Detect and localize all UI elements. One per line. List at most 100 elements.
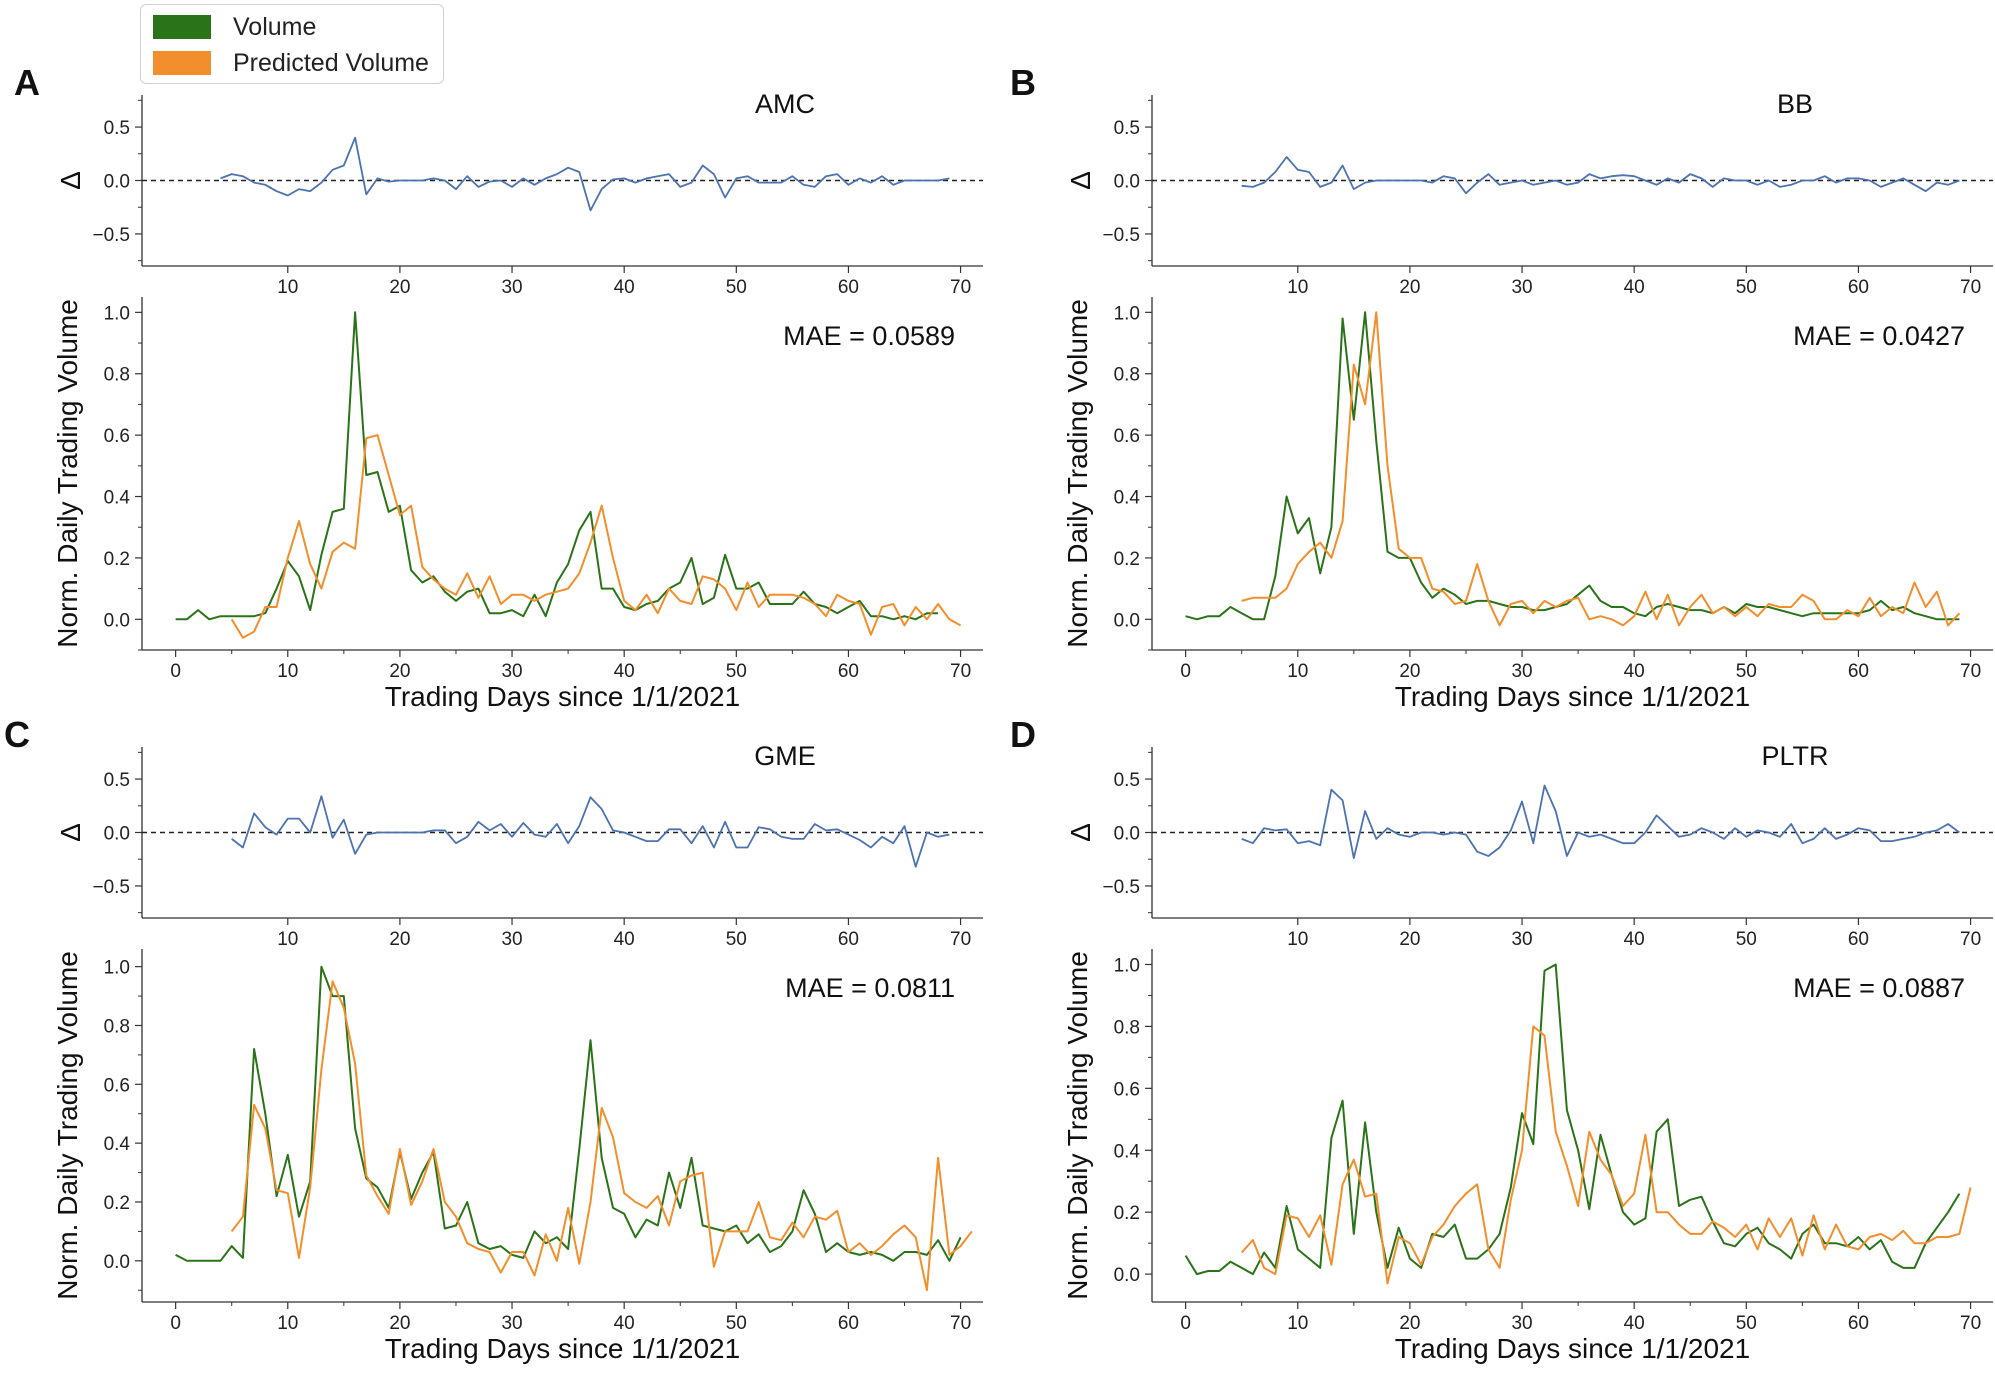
legend-entry-volume: Volume <box>153 12 316 42</box>
delta-x-tick-label: 30 <box>501 929 522 950</box>
panel-amc: A AMC −0.5 0.0 0.5 10 20 30 40 50 60 70 Δ 0.0 0.2 0.4 0.… <box>14 62 983 712</box>
main-x-tick-label: 0 <box>1180 661 1191 682</box>
delta-x-tick-label: 40 <box>1624 929 1645 950</box>
main-x-tick-label: 60 <box>1848 661 1869 682</box>
delta-y-tick-label: −0.5 <box>1102 225 1140 246</box>
x-axis-label: Trading Days since 1/1/2021 <box>1395 681 1750 712</box>
panel-pltr: D PLTR −0.5 0.0 0.5 10 20 30 40 50 60 70 Δ 0.0 0.2 0.4 0… <box>1010 714 1993 1364</box>
delta-y-label: Δ <box>55 823 86 842</box>
delta-x-tick-label: 70 <box>1960 277 1981 298</box>
main-y-tick-label: 0.0 <box>104 1252 130 1273</box>
legend-entry-predicted: Predicted Volume <box>153 48 429 78</box>
main-y-tick-label: 0.8 <box>104 1016 130 1037</box>
delta-y-tick-label: 0.0 <box>1114 172 1140 193</box>
main-y-tick-label: 0.4 <box>104 1134 131 1155</box>
delta-y-tick-label: −0.5 <box>92 225 130 246</box>
delta-x-tick-label: 30 <box>501 277 522 298</box>
main-x-tick-label: 40 <box>614 1313 635 1334</box>
panel-gme: C GME −0.5 0.0 0.5 10 20 30 40 50 60 70 Δ 0.0 0.2 0.4 0.… <box>4 714 983 1364</box>
delta-x-tick-label: 10 <box>1287 929 1308 950</box>
main-y-tick-label: 0.2 <box>1114 549 1140 570</box>
main-x-tick-label: 20 <box>389 661 410 682</box>
main-x-tick-label: 70 <box>950 661 971 682</box>
delta-y-tick-label: −0.5 <box>1102 877 1140 898</box>
main-x-tick-label: 10 <box>277 661 298 682</box>
predicted-series-line <box>230 980 973 1292</box>
x-axis-label: Trading Days since 1/1/2021 <box>385 681 740 712</box>
main-x-tick-label: 50 <box>726 1313 747 1334</box>
main-y-tick-label: 0.0 <box>1114 1265 1140 1286</box>
delta-y-tick-label: 0.5 <box>1114 770 1140 791</box>
main-x-tick-label: 60 <box>838 1313 859 1334</box>
mae-annotation: MAE = 0.0811 <box>785 973 955 1003</box>
main-x-tick-label: 40 <box>1624 1313 1645 1334</box>
delta-x-tick-label: 60 <box>838 277 859 298</box>
delta-x-tick-label: 20 <box>389 929 410 950</box>
delta-x-tick-label: 50 <box>726 929 747 950</box>
delta-y-tick-label: 0.0 <box>104 172 130 193</box>
delta-x-tick-label: 20 <box>1399 929 1420 950</box>
main-y-tick-label: 1.0 <box>104 303 130 324</box>
main-y-tick-label: 1.0 <box>1114 303 1140 324</box>
main-y-tick-label: 0.8 <box>1114 365 1140 386</box>
volume-series-line <box>1184 963 1961 1276</box>
panel-letter: C <box>4 714 30 755</box>
delta-y-tick-label: −0.5 <box>92 877 130 898</box>
delta-series-line <box>1241 784 1960 860</box>
delta-x-tick-label: 70 <box>1960 929 1981 950</box>
volume-series-line <box>1185 311 1960 621</box>
delta-x-tick-label: 60 <box>1848 277 1869 298</box>
y-axis-label: Norm. Daily Trading Volume <box>52 951 83 1300</box>
delta-x-tick-label: 40 <box>614 277 635 298</box>
delta-x-tick-label: 40 <box>614 929 635 950</box>
volume-series-line <box>175 311 939 621</box>
main-x-tick-label: 50 <box>726 661 747 682</box>
main-y-tick-label: 0.6 <box>104 1075 130 1096</box>
main-x-tick-label: 10 <box>277 1313 298 1334</box>
main-x-tick-label: 20 <box>1399 661 1420 682</box>
x-axis-label: Trading Days since 1/1/2021 <box>385 1333 740 1364</box>
main-x-tick-label: 10 <box>1287 1313 1308 1334</box>
delta-x-tick-label: 50 <box>1736 277 1757 298</box>
main-x-tick-label: 20 <box>1399 1313 1420 1334</box>
delta-x-tick-label: 10 <box>277 277 298 298</box>
delta-x-tick-label: 10 <box>1287 277 1308 298</box>
legend: Volume Predicted Volume <box>140 4 444 84</box>
delta-x-tick-label: 60 <box>1848 929 1869 950</box>
main-y-tick-label: 1.0 <box>104 958 130 979</box>
predicted-series-line <box>1240 1025 1972 1285</box>
main-x-tick-label: 70 <box>1960 1313 1981 1334</box>
delta-y-tick-label: 0.0 <box>104 824 130 845</box>
delta-x-tick-label: 10 <box>277 929 298 950</box>
main-y-tick-label: 0.4 <box>1114 1141 1141 1162</box>
chart-title: BB <box>1777 89 1813 119</box>
legend-label-volume: Volume <box>233 12 317 41</box>
delta-x-tick-label: 60 <box>838 929 859 950</box>
delta-x-tick-label: 70 <box>950 277 971 298</box>
main-y-tick-label: 0.2 <box>104 1193 130 1214</box>
main-y-tick-label: 0.2 <box>104 549 130 570</box>
main-x-tick-label: 30 <box>1511 661 1532 682</box>
main-x-tick-label: 30 <box>501 661 522 682</box>
volume-series-line <box>175 965 962 1262</box>
main-y-tick-label: 0.6 <box>1114 1079 1140 1100</box>
main-x-tick-label: 30 <box>501 1313 522 1334</box>
panel-letter: B <box>1010 62 1036 103</box>
main-y-tick-label: 1.0 <box>1114 955 1140 976</box>
legend-swatch-predicted <box>153 51 211 75</box>
main-x-tick-label: 40 <box>1624 661 1645 682</box>
delta-y-tick-label: 0.5 <box>1114 118 1140 139</box>
legend-label-predicted: Predicted Volume <box>233 48 429 77</box>
delta-y-label: Δ <box>1065 171 1096 190</box>
delta-x-tick-label: 70 <box>950 929 971 950</box>
delta-y-tick-label: 0.5 <box>104 118 130 139</box>
delta-x-tick-label: 40 <box>1624 277 1645 298</box>
delta-series-line <box>231 795 950 868</box>
main-y-tick-label: 0.4 <box>1114 488 1141 509</box>
main-x-tick-label: 20 <box>389 1313 410 1334</box>
main-y-tick-label: 0.0 <box>104 610 130 631</box>
delta-series-line <box>220 136 950 212</box>
main-x-tick-label: 60 <box>1848 1313 1869 1334</box>
main-x-tick-label: 70 <box>950 1313 971 1334</box>
